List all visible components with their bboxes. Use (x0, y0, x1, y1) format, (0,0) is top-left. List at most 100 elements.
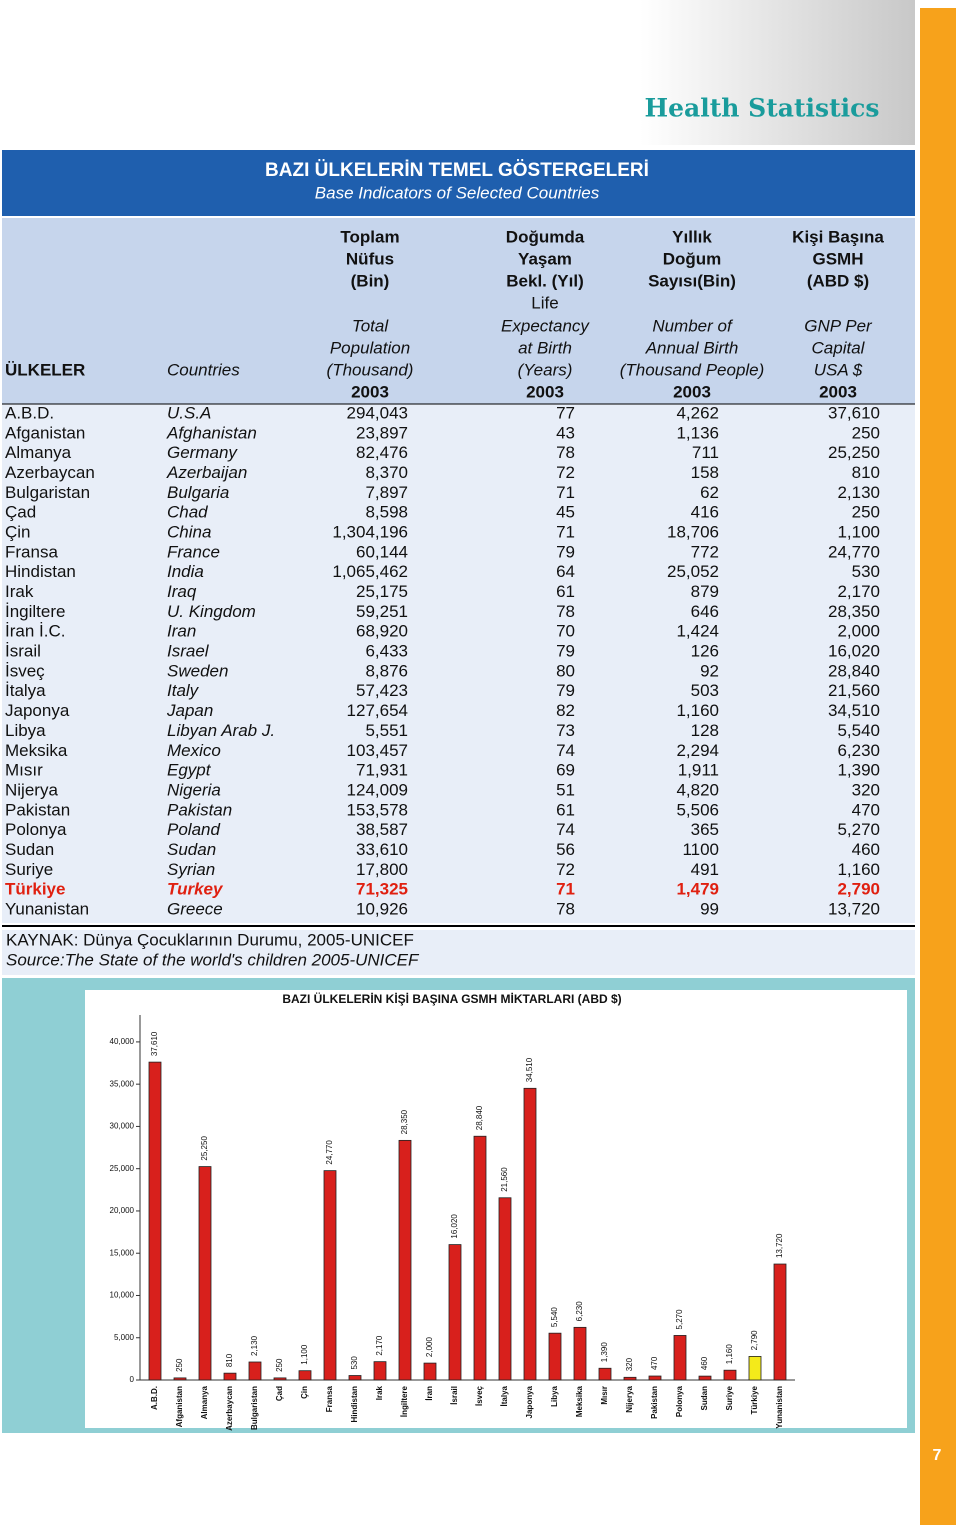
table-cell: 71 (556, 483, 575, 502)
value-label: 37,610 (150, 1031, 159, 1056)
column-year: 2003 (351, 382, 389, 401)
table-cell: 92 (700, 661, 719, 680)
table-cell: Mexico (167, 741, 221, 760)
table-cell: 5,270 (837, 820, 880, 839)
table-cell: 416 (691, 503, 719, 522)
x-tick-label: Çad (275, 1386, 284, 1401)
table-cell: 61 (556, 800, 575, 819)
table-cell: 4,820 (676, 780, 719, 799)
table-cell: Hindistan (5, 562, 76, 581)
value-label: 810 (225, 1353, 234, 1367)
table-cell: 33,610 (356, 840, 408, 859)
table-cell: U.S.A (167, 403, 211, 422)
table-cell: 1,065,462 (332, 562, 408, 581)
table-cell: 2,130 (837, 483, 880, 502)
table-cell: A.B.D. (5, 403, 54, 422)
table-cell: 127,654 (347, 701, 408, 720)
table-cell: 78 (556, 443, 575, 462)
table-cell: 8,876 (365, 661, 408, 680)
table-cell: 460 (852, 840, 880, 859)
table-cell: 28,840 (828, 661, 880, 680)
bar (498, 1197, 512, 1381)
table-cell: 250 (852, 423, 880, 442)
table-cell: 128 (691, 721, 719, 740)
table-subtitle: Base Indicators of Selected Countries (315, 183, 600, 202)
table-cell: Germany (167, 443, 238, 462)
table-cell: 28,350 (828, 602, 880, 621)
table-cell: 1,160 (676, 701, 719, 720)
table-cell: 71,325 (356, 880, 408, 899)
value-label: 25,250 (200, 1136, 209, 1161)
column-header: Doğum (663, 249, 722, 268)
table-cell: 124,009 (347, 780, 408, 799)
x-tick-label: Libya (550, 1385, 559, 1406)
table-cell: 71,931 (356, 761, 408, 780)
bar (773, 1263, 787, 1381)
table-cell: Sudan (5, 840, 54, 859)
table-cell: 25,250 (828, 443, 880, 462)
table-cell: 8,370 (365, 463, 408, 482)
table-cell: Çin (5, 523, 31, 542)
table-body (2, 404, 915, 923)
table-cell: Pakistan (167, 800, 232, 819)
x-tick-label: İtalya (500, 1385, 509, 1406)
value-label: 470 (650, 1356, 659, 1370)
value-label: 2,170 (375, 1335, 384, 1356)
x-tick-label: Pakistan (650, 1386, 659, 1419)
table-cell: 79 (556, 542, 575, 561)
table-cell: 810 (852, 463, 880, 482)
table-cell: 70 (556, 622, 575, 641)
table-cell: 772 (691, 542, 719, 561)
x-tick-label: Fransa (325, 1385, 334, 1412)
value-label: 2,130 (250, 1335, 259, 1356)
table-cell: 74 (556, 741, 575, 760)
value-label: 16,020 (450, 1214, 459, 1239)
table-cell: 61 (556, 582, 575, 601)
table-cell: Fransa (5, 542, 58, 561)
table-cell: 78 (556, 899, 575, 918)
table-cell: 503 (691, 681, 719, 700)
table-cell: Syrian (167, 860, 215, 879)
y-tick-label: 15,000 (110, 1248, 135, 1257)
table-cell: 1,160 (837, 860, 880, 879)
column-header: Annual Birth (645, 338, 739, 357)
table-cell: 1,911 (678, 761, 719, 780)
table-cell: 21,560 (828, 681, 880, 700)
table-cell: 73 (556, 721, 575, 740)
column-header: ÜLKELER (5, 360, 85, 379)
table-cell: 10,926 (356, 899, 408, 918)
column-header: Nüfus (346, 249, 394, 268)
table-cell: 71 (556, 523, 575, 542)
table-cell: 5,540 (837, 721, 880, 740)
table-cell: 470 (852, 800, 880, 819)
table-cell: 2,790 (837, 880, 880, 899)
table-cell: 25,175 (356, 582, 408, 601)
bar (748, 1356, 762, 1381)
page-number: 7 (933, 1447, 942, 1464)
value-label: 28,350 (400, 1109, 409, 1134)
table-cell: 74 (556, 820, 575, 839)
table-cell: 34,510 (828, 701, 880, 720)
bar (373, 1361, 387, 1381)
table-cell: Nijerya (5, 780, 58, 799)
table-cell: Afganistan (5, 423, 85, 442)
table-cell: İsveç (5, 661, 45, 680)
bar (698, 1375, 712, 1381)
column-header: GNP Per (804, 316, 873, 335)
column-header: Number of (652, 316, 734, 335)
column-header: Bekl. (Yıl) (506, 271, 583, 290)
x-tick-label: Azerbaycan (225, 1386, 234, 1431)
table-cell: Irak (5, 582, 34, 601)
table-cell: 530 (852, 562, 880, 581)
table-cell: 23,897 (356, 423, 408, 442)
value-label: 34,510 (525, 1057, 534, 1082)
table-cell: 5,551 (365, 721, 408, 740)
value-label: 13,720 (775, 1233, 784, 1258)
table-cell: 24,770 (828, 542, 880, 561)
table-cell: Bulgaria (167, 483, 229, 502)
x-tick-label: A.B.D. (150, 1386, 159, 1410)
table-cell: 72 (556, 860, 575, 879)
table-cell: Suriye (5, 860, 53, 879)
table-cell: Sweden (167, 661, 228, 680)
bar (723, 1369, 737, 1381)
